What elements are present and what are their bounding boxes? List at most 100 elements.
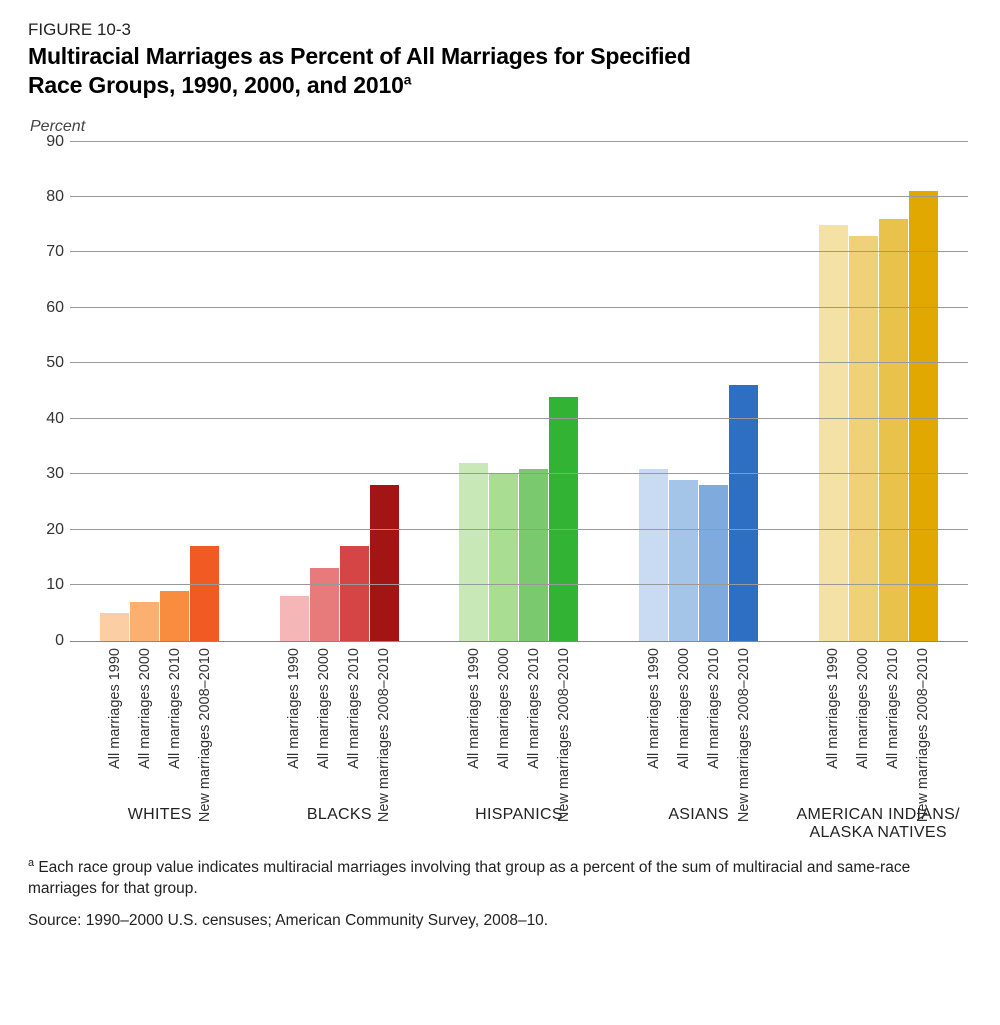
bar bbox=[699, 485, 728, 640]
bar bbox=[160, 591, 189, 641]
x-tick-label: All marriages 2010 bbox=[167, 648, 183, 769]
gridline bbox=[70, 584, 968, 585]
x-tick: New marriages 2008–2010 bbox=[190, 642, 219, 802]
gridline bbox=[70, 196, 968, 197]
y-tick: 20 bbox=[28, 521, 64, 539]
category-label: AMERICAN INDIANS/ALASKA NATIVES bbox=[788, 806, 968, 842]
x-tick: New marriages 2008–2010 bbox=[729, 642, 758, 802]
bar-groups bbox=[70, 142, 968, 641]
x-tick: All marriages 1990 bbox=[639, 642, 668, 802]
bar-group bbox=[609, 142, 789, 641]
gridline bbox=[70, 141, 968, 142]
x-tick-label: New marriages 2008–2010 bbox=[376, 648, 392, 822]
x-tick: All marriages 2010 bbox=[340, 642, 369, 802]
plot-area: 0102030405060708090 bbox=[70, 142, 968, 642]
bar bbox=[459, 463, 488, 640]
x-tick-label: All marriages 1990 bbox=[825, 648, 841, 769]
x-tick-label: All marriages 2010 bbox=[706, 648, 722, 769]
x-tick-label: All marriages 2010 bbox=[526, 648, 542, 769]
x-tick-label: New marriages 2008–2010 bbox=[915, 648, 931, 822]
bar bbox=[639, 469, 668, 641]
title-line1: Multiracial Marriages as Percent of All … bbox=[28, 43, 691, 69]
gridline bbox=[70, 307, 968, 308]
x-tick-label: New marriages 2008–2010 bbox=[197, 648, 213, 822]
bar bbox=[370, 485, 399, 640]
x-tick-group: All marriages 1990 All marriages 2000 All … bbox=[70, 642, 250, 802]
x-tick-label: All marriages 2000 bbox=[676, 648, 692, 769]
y-tick: 10 bbox=[28, 576, 64, 594]
x-tick-group: All marriages 1990 All marriages 2000 All … bbox=[250, 642, 430, 802]
y-tick: 40 bbox=[28, 410, 64, 428]
bar bbox=[849, 236, 878, 641]
x-tick: All marriages 2010 bbox=[519, 642, 548, 802]
x-tick-labels: All marriages 1990 All marriages 2000 All … bbox=[70, 642, 968, 802]
footnote-text: Each race group value indicates multirac… bbox=[28, 859, 910, 897]
category-label: HISPANICS bbox=[429, 806, 609, 842]
x-tick: All marriages 2010 bbox=[699, 642, 728, 802]
y-tick: 80 bbox=[28, 188, 64, 206]
title-line2: Race Groups, 1990, 2000, and 2010 bbox=[28, 72, 404, 98]
bar bbox=[100, 613, 129, 641]
x-tick-label: All marriages 2000 bbox=[137, 648, 153, 769]
category-label: WHITES bbox=[70, 806, 250, 842]
y-tick: 30 bbox=[28, 465, 64, 483]
x-tick: All marriages 1990 bbox=[100, 642, 129, 802]
gridline bbox=[70, 418, 968, 419]
x-tick-group: All marriages 1990 All marriages 2000 All … bbox=[788, 642, 968, 802]
title-superscript: a bbox=[404, 72, 411, 87]
bar bbox=[519, 469, 548, 641]
x-tick-label: All marriages 2000 bbox=[316, 648, 332, 769]
x-tick-label: All marriages 2000 bbox=[855, 648, 871, 769]
x-tick-group: All marriages 1990 All marriages 2000 All … bbox=[609, 642, 789, 802]
category-label: ASIANS bbox=[609, 806, 789, 842]
x-tick-label: All marriages 1990 bbox=[466, 648, 482, 769]
bar bbox=[669, 480, 698, 641]
bar bbox=[340, 546, 369, 640]
bar-group bbox=[788, 142, 968, 641]
bar bbox=[879, 219, 908, 640]
bar bbox=[729, 385, 758, 640]
x-tick-label: All marriages 1990 bbox=[646, 648, 662, 769]
x-tick: All marriages 2000 bbox=[849, 642, 878, 802]
x-tick: New marriages 2008–2010 bbox=[370, 642, 399, 802]
x-tick: New marriages 2008–2010 bbox=[909, 642, 938, 802]
x-tick-label: All marriages 1990 bbox=[107, 648, 123, 769]
x-tick-label: All marriages 1990 bbox=[286, 648, 302, 769]
bar bbox=[280, 596, 309, 640]
y-tick: 0 bbox=[28, 632, 64, 650]
y-tick: 50 bbox=[28, 354, 64, 372]
chart-title: Multiracial Marriages as Percent of All … bbox=[28, 42, 972, 100]
x-tick-group: All marriages 1990 All marriages 2000 All … bbox=[429, 642, 609, 802]
x-tick: All marriages 1990 bbox=[819, 642, 848, 802]
category-label: BLACKS bbox=[250, 806, 430, 842]
bar bbox=[549, 397, 578, 641]
figure-label: FIGURE 10-3 bbox=[28, 20, 972, 40]
bar bbox=[819, 225, 848, 641]
x-tick-label: New marriages 2008–2010 bbox=[736, 648, 752, 822]
x-tick: All marriages 1990 bbox=[280, 642, 309, 802]
bar-group bbox=[429, 142, 609, 641]
x-tick: All marriages 2000 bbox=[669, 642, 698, 802]
gridline bbox=[70, 251, 968, 252]
bar bbox=[310, 568, 339, 640]
x-tick: All marriages 2010 bbox=[160, 642, 189, 802]
y-tick: 60 bbox=[28, 299, 64, 317]
x-tick-label: New marriages 2008–2010 bbox=[556, 648, 572, 822]
x-tick-label: All marriages 2000 bbox=[496, 648, 512, 769]
bar-group bbox=[250, 142, 430, 641]
x-tick: New marriages 2008–2010 bbox=[549, 642, 578, 802]
x-tick-label: All marriages 2010 bbox=[885, 648, 901, 769]
bar bbox=[909, 191, 938, 640]
x-tick: All marriages 1990 bbox=[459, 642, 488, 802]
x-tick: All marriages 2000 bbox=[489, 642, 518, 802]
gridline bbox=[70, 529, 968, 530]
x-tick: All marriages 2010 bbox=[879, 642, 908, 802]
bar-group bbox=[70, 142, 250, 641]
chart: 0102030405060708090 All marriages 1990Al… bbox=[28, 142, 968, 842]
bar bbox=[489, 474, 518, 640]
y-tick: 70 bbox=[28, 243, 64, 261]
footnote: a Each race group value indicates multir… bbox=[28, 856, 972, 900]
x-tick-label: All marriages 2010 bbox=[346, 648, 362, 769]
y-axis-label: Percent bbox=[30, 118, 972, 136]
bar bbox=[190, 546, 219, 640]
